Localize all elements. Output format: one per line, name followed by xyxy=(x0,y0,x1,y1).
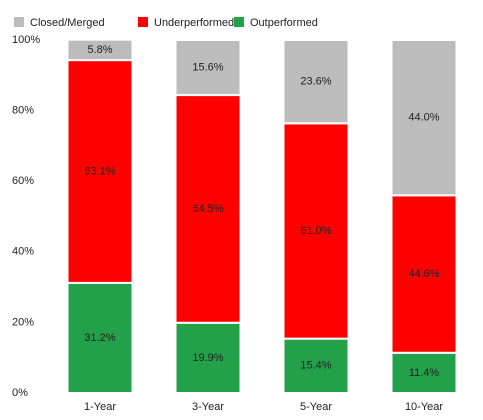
bar-segment xyxy=(174,94,242,324)
data-label: 64.5% xyxy=(192,203,223,215)
x-tick-label: 1-Year xyxy=(84,401,116,413)
y-tick-label: 40% xyxy=(12,246,34,258)
bar-segment xyxy=(66,59,134,284)
data-label: 23.6% xyxy=(300,76,331,88)
data-label: 44.6% xyxy=(408,268,439,280)
x-tick-label: 3-Year xyxy=(192,401,224,413)
bar-segment xyxy=(390,39,458,197)
legend-swatch xyxy=(14,17,24,27)
legend-label: Closed/Merged xyxy=(30,17,105,29)
legend-swatch xyxy=(138,17,148,27)
data-label: 15.4% xyxy=(300,360,331,372)
legend-swatch xyxy=(234,17,244,27)
data-label: 31.2% xyxy=(84,332,115,344)
bar-segment xyxy=(174,321,242,394)
x-tick-label: 10-Year xyxy=(405,401,443,413)
bar-segment xyxy=(66,281,134,395)
y-tick-label: 0% xyxy=(12,387,28,399)
bar-segment xyxy=(282,337,350,394)
y-tick-label: 20% xyxy=(12,316,34,328)
data-label: 63.1% xyxy=(84,165,115,177)
bar-segment xyxy=(282,122,350,340)
y-tick-label: 100% xyxy=(12,34,40,46)
data-label: 44.0% xyxy=(408,112,439,124)
bar-segment xyxy=(66,38,134,62)
legend-label: Underperformed xyxy=(154,17,234,29)
bar-segment xyxy=(174,39,242,97)
data-label: 5.8% xyxy=(87,44,112,56)
data-label: 61.0% xyxy=(300,225,331,237)
data-label: 19.9% xyxy=(192,352,223,364)
legend-label: Outperformed xyxy=(250,17,318,29)
y-tick-label: 80% xyxy=(12,105,34,117)
bar-segment xyxy=(282,39,350,125)
y-tick-label: 60% xyxy=(12,175,34,187)
x-tick-label: 5-Year xyxy=(300,401,332,413)
data-label: 15.6% xyxy=(192,61,223,73)
bar-segment xyxy=(390,351,458,394)
data-label: 11.4% xyxy=(409,367,440,379)
